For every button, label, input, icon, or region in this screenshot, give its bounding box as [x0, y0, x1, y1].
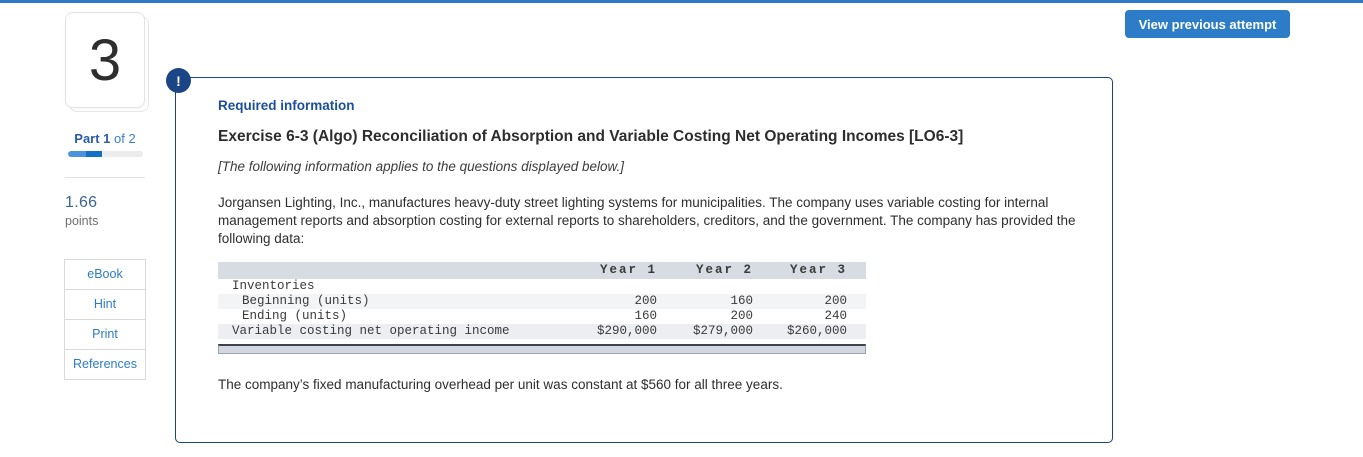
points-block: 1.66 points [65, 194, 98, 228]
ebook-button[interactable]: eBook [64, 259, 146, 290]
row-year1-value: 160 [634, 309, 657, 324]
table-row: Beginning (units) 200 160 200 [218, 293, 866, 309]
alert-icon: ! [166, 68, 191, 93]
points-label: points [65, 214, 99, 228]
header-blank-cell [218, 262, 528, 279]
view-previous-attempt-button[interactable]: View previous attempt [1125, 10, 1290, 38]
part-progress-bar [68, 151, 143, 157]
header-year3: Year 3 [789, 263, 847, 278]
row-year2-value: 200 [730, 309, 753, 324]
table-row: Inventories [218, 279, 866, 294]
part-current: Part 1 [74, 131, 111, 146]
top-accent-bar [0, 0, 1363, 3]
references-button[interactable]: References [64, 349, 146, 380]
applies-note: [The following information applies to th… [218, 159, 624, 174]
data-table-container: Year 1 Year 2 Year 3 Inventories Beginni… [218, 261, 866, 354]
resource-button-group: eBook Hint Print References [64, 259, 146, 380]
header-year1: Year 1 [599, 263, 657, 278]
row-year2-value: $279,000 [692, 324, 753, 339]
row-label: Variable costing net operating income [232, 324, 510, 339]
row-year1-value: 200 [634, 294, 657, 309]
table-row: Ending (units) 160 200 240 [218, 309, 866, 324]
company-data-table: Year 1 Year 2 Year 3 Inventories Beginni… [218, 261, 866, 339]
hint-button[interactable]: Hint [64, 289, 146, 320]
row-label: Ending (units) [242, 309, 348, 324]
row-year3-value [763, 279, 866, 294]
part-indicator: Part 1 of 2 [40, 131, 170, 146]
row-label: Beginning (units) [242, 294, 370, 309]
question-panel: ! Required information Exercise 6-3 (Alg… [166, 68, 1113, 443]
sidebar-divider [65, 177, 145, 178]
row-year3-value: 240 [824, 309, 847, 324]
progress-fill-dark [86, 151, 102, 157]
table-header-row: Year 1 Year 2 Year 3 [218, 261, 866, 279]
progress-fill-light [68, 151, 86, 157]
row-label: Inventories [232, 279, 315, 294]
print-button[interactable]: Print [64, 319, 146, 350]
points-value: 1.66 [65, 194, 98, 211]
row-year3-value: $260,000 [786, 324, 847, 339]
table-row: Variable costing net operating income $2… [218, 323, 866, 339]
row-year1-value [528, 279, 667, 294]
question-number-card: 3 [65, 12, 149, 112]
row-year2-value [667, 279, 763, 294]
question-number: 3 [65, 12, 145, 108]
table-horizontal-scrollbar[interactable] [218, 343, 866, 354]
closing-paragraph: The company’s fixed manufacturing overhe… [218, 376, 783, 392]
header-year2: Year 2 [695, 263, 753, 278]
part-total: of 2 [110, 131, 136, 146]
row-year3-value: 200 [824, 294, 847, 309]
exercise-title: Exercise 6-3 (Algo) Reconciliation of Ab… [218, 128, 964, 145]
intro-paragraph: Jorgansen Lighting, Inc., manufactures h… [218, 195, 1076, 246]
row-year2-value: 160 [730, 294, 753, 309]
required-information-label: Required information [218, 98, 355, 113]
row-year1-value: $290,000 [596, 324, 657, 339]
